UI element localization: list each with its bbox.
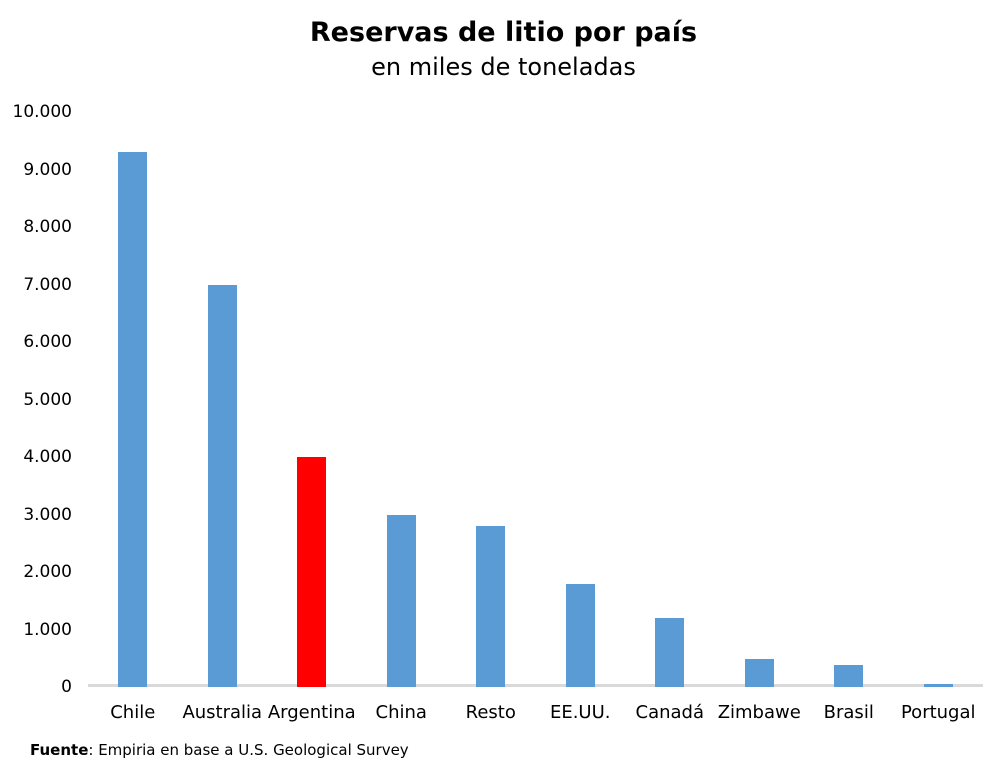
bar-resto xyxy=(476,526,506,687)
y-tick-label: 10.000 xyxy=(12,102,72,122)
x-tick-label: Portugal xyxy=(900,702,976,723)
bar-slot-brasil xyxy=(804,112,894,687)
y-tick-label: 1.000 xyxy=(23,619,72,640)
bar-portugal xyxy=(923,683,953,687)
x-tick-label: China xyxy=(375,702,427,723)
x-tick-label: EE.UU. xyxy=(549,702,611,723)
chart-title: Reservas de litio por país xyxy=(309,17,698,48)
y-tick-label: 0 xyxy=(61,677,72,697)
bar-ee-uu- xyxy=(565,583,595,687)
x-tick-label: Resto xyxy=(465,702,516,723)
bar-slot-ee-uu- xyxy=(536,112,626,687)
y-tick-label: 3.000 xyxy=(23,504,72,525)
bar-slot-china xyxy=(357,112,447,687)
y-tick-label: 9.000 xyxy=(23,159,72,180)
bar-zimbawe xyxy=(744,659,774,687)
bar-series xyxy=(88,112,983,687)
bar-slot-argentina xyxy=(267,112,357,687)
bar-slot-australia xyxy=(178,112,268,687)
y-tick-label: 4.000 xyxy=(23,447,72,467)
bar-slot-chile xyxy=(88,112,178,687)
y-tick-label: 5.000 xyxy=(23,389,72,410)
bar-china xyxy=(386,514,416,687)
x-tick-label: Zimbawe xyxy=(717,702,801,723)
bar-chile xyxy=(118,152,148,687)
y-tick-label: 6.000 xyxy=(23,332,72,352)
bar-slot-resto xyxy=(446,112,536,687)
y-tick-label: 8.000 xyxy=(23,217,72,237)
bar-brasil xyxy=(834,664,864,687)
bar-slot-canad- xyxy=(625,112,715,687)
bar-australia xyxy=(207,284,237,687)
x-tick-label: Canadá xyxy=(635,702,705,723)
bar-slot-zimbawe xyxy=(715,112,805,687)
source-text: : Empiria en base a U.S. Geological Surv… xyxy=(88,741,409,759)
y-tick-label: 2.000 xyxy=(23,562,72,582)
bar-canad- xyxy=(655,618,685,687)
bar-slot-portugal xyxy=(894,112,984,687)
y-tick-label: 7.000 xyxy=(23,274,72,295)
x-tick-label: Chile xyxy=(110,702,156,723)
plot-area xyxy=(88,112,983,687)
x-axis-line xyxy=(88,684,983,687)
source-label: Fuente xyxy=(30,741,89,759)
x-tick-label: Argentina xyxy=(267,702,356,723)
bar-argentina xyxy=(297,457,327,687)
x-tick-label: Australia xyxy=(182,702,263,723)
x-axis-labels: Chile Australia Argentina China Resto EE.UU. C… xyxy=(88,701,983,725)
x-tick-label: Brasil xyxy=(823,702,874,723)
source-note: Fuente: Empiria en base a U.S. Geologica… xyxy=(30,740,409,760)
chart-subtitle: en miles de toneladas xyxy=(371,53,636,81)
